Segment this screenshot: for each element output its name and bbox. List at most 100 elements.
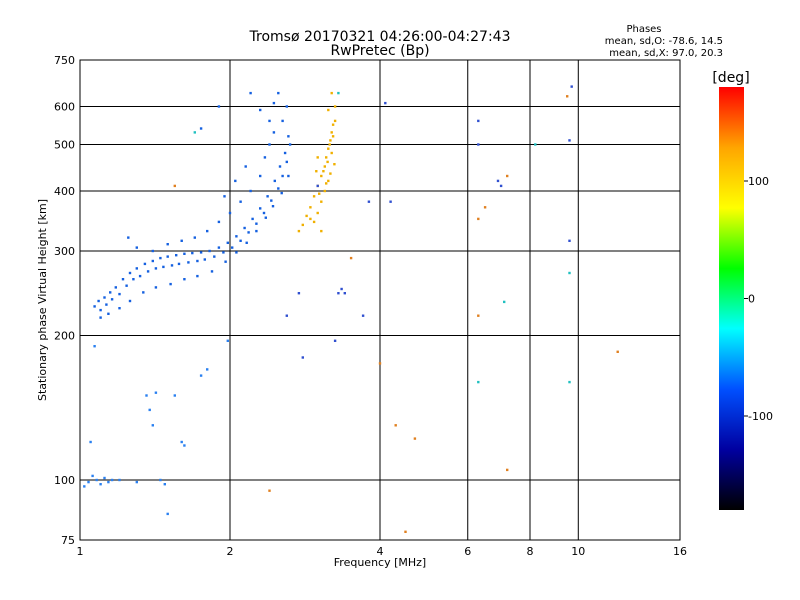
echo-point xyxy=(166,512,169,516)
echo-point xyxy=(180,440,183,444)
echo-point xyxy=(333,119,337,123)
echo-points xyxy=(83,85,619,533)
echo-point xyxy=(145,394,148,397)
echo-point xyxy=(325,182,328,185)
echo-point xyxy=(125,284,128,287)
echo-point xyxy=(222,251,225,254)
echo-point xyxy=(320,229,323,233)
echo-point xyxy=(234,179,237,183)
echo-point xyxy=(285,314,288,317)
echo-point xyxy=(301,356,304,359)
echo-point xyxy=(568,239,571,242)
echo-point xyxy=(327,147,330,150)
echo-point xyxy=(330,151,333,155)
echo-point xyxy=(228,211,232,215)
stats-o-line: mean, sd,O: -78.6, 14.5 xyxy=(605,36,723,47)
echo-point xyxy=(226,241,229,244)
echo-point xyxy=(263,156,267,159)
echo-point xyxy=(110,478,114,482)
echo-point xyxy=(287,135,290,138)
echo-point xyxy=(199,374,203,377)
echo-point xyxy=(506,468,509,472)
echo-point xyxy=(320,200,323,203)
echo-point xyxy=(169,282,172,286)
echo-point xyxy=(337,91,340,95)
echo-point xyxy=(255,229,258,233)
echo-point xyxy=(361,314,365,317)
echo-point xyxy=(151,249,154,253)
echo-point xyxy=(503,300,506,304)
echo-point xyxy=(138,274,142,278)
echo-point xyxy=(259,207,262,210)
echo-point xyxy=(251,217,254,221)
x-tick-label: 1 xyxy=(77,545,84,558)
echo-point xyxy=(285,160,288,164)
echo-point xyxy=(95,478,98,482)
echo-point xyxy=(196,274,199,278)
echo-point xyxy=(199,127,203,130)
echo-point xyxy=(121,278,125,281)
echo-point xyxy=(331,135,335,138)
echo-point xyxy=(325,156,328,159)
echo-point xyxy=(247,231,250,234)
echo-point xyxy=(288,143,292,146)
echo-point xyxy=(506,174,509,178)
y-tick-label: 750 xyxy=(54,54,75,67)
echo-point xyxy=(322,170,325,173)
echo-point xyxy=(128,299,132,303)
echo-point xyxy=(301,223,304,227)
x-tick-label: 16 xyxy=(673,545,687,558)
x-axis-label: Frequency [MHz] xyxy=(334,556,426,569)
echo-point xyxy=(394,424,397,427)
x-tick-label: 4 xyxy=(377,545,384,558)
echo-point xyxy=(173,394,176,397)
echo-point xyxy=(193,131,196,134)
echo-point xyxy=(327,179,330,183)
echo-point xyxy=(166,255,169,258)
echo-point xyxy=(255,222,258,225)
echo-point xyxy=(154,391,158,394)
echo-point xyxy=(154,267,158,270)
echo-point xyxy=(159,256,162,260)
echo-point xyxy=(270,199,273,202)
echo-point xyxy=(309,217,312,221)
echo-point xyxy=(340,287,343,291)
x-tick-label: 2 xyxy=(227,545,234,558)
echo-point xyxy=(183,278,186,281)
echo-point xyxy=(309,206,312,209)
echo-point xyxy=(349,256,353,260)
echo-point xyxy=(333,339,337,342)
echo-point xyxy=(337,292,340,295)
echo-point xyxy=(148,408,151,412)
echo-point xyxy=(239,200,242,203)
echo-point xyxy=(328,143,331,146)
echo-point xyxy=(280,191,283,195)
echo-point xyxy=(285,105,288,108)
stats-x-line: mean, sd,X: 97.0, 20.3 xyxy=(609,48,723,59)
echo-point xyxy=(331,123,335,126)
echo-point xyxy=(262,211,266,215)
y-tick-label: 100 xyxy=(54,474,75,487)
echo-point xyxy=(243,226,246,230)
echo-point xyxy=(99,316,102,319)
echo-point xyxy=(177,262,181,266)
grid-lines xyxy=(80,60,680,540)
echo-point xyxy=(477,314,480,317)
echo-point xyxy=(330,91,333,95)
echo-point xyxy=(105,303,108,306)
echo-point xyxy=(99,308,102,312)
echo-point xyxy=(330,131,333,134)
echo-point xyxy=(259,108,262,112)
echo-point xyxy=(87,480,90,484)
echo-point xyxy=(83,485,86,488)
echo-point xyxy=(107,480,110,484)
echo-point xyxy=(166,243,169,246)
chart-subtitle: RwPretec (Bp) xyxy=(330,43,429,59)
echo-point xyxy=(127,236,130,239)
colorbar xyxy=(719,87,744,510)
echo-point xyxy=(226,339,229,342)
echo-point xyxy=(312,220,316,224)
echo-point xyxy=(327,108,330,112)
